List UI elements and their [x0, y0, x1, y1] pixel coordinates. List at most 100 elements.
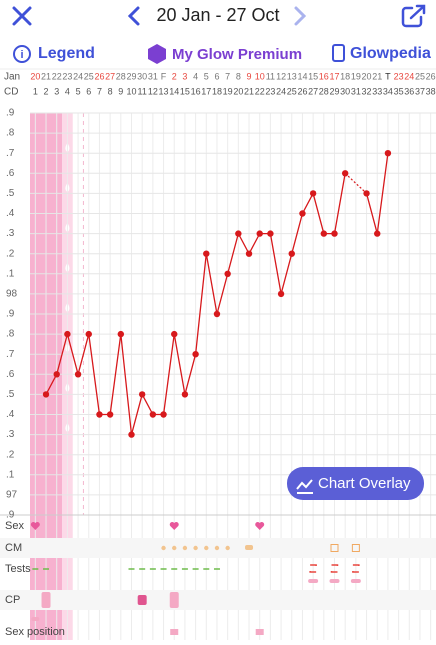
cycle-day-label: 7: [97, 86, 102, 96]
cm-icon: [225, 545, 230, 551]
cycle-day-label: 1: [33, 86, 38, 96]
temperature-point: [64, 330, 71, 338]
cp-icon: [137, 595, 147, 605]
y-tick-label: .3: [6, 228, 15, 239]
y-tick-label: .6: [6, 168, 15, 179]
date-label: 17: [329, 71, 339, 81]
row-label: Sex position: [5, 626, 65, 638]
temperature-point: [320, 230, 328, 237]
cycle-day-label: 15: [180, 86, 190, 96]
share-icon[interactable]: [401, 4, 426, 28]
temperature-point: [256, 230, 263, 237]
svg-text:i: i: [20, 49, 23, 61]
temperature-point: [181, 391, 189, 398]
test-icon: [330, 564, 339, 573]
cycle-day-label: 29: [329, 86, 339, 96]
cycle-day-label: 38: [426, 86, 436, 96]
cm-icon: [161, 545, 166, 551]
date-label: 3: [182, 71, 187, 81]
y-tick-label: 97: [6, 490, 18, 501]
glowpedia-button[interactable]: Glowpedia: [332, 44, 431, 62]
date-label: 20: [30, 71, 40, 81]
temperature-point: [374, 230, 381, 237]
legend-button[interactable]: i Legend: [13, 45, 95, 63]
temperature-point: [288, 250, 295, 257]
cycle-day-label: 17: [201, 86, 211, 96]
y-tick-label: .8: [6, 329, 15, 340]
cp-icon: [41, 592, 51, 608]
cycle-day-label: 11: [138, 86, 147, 96]
date-label: 25: [84, 71, 94, 81]
temperature-point: [85, 330, 92, 338]
date-label: 11: [266, 71, 275, 81]
y-tick-label: .2: [6, 248, 15, 259]
cycle-day-label: 28: [319, 86, 329, 96]
temperature-point: [384, 150, 392, 157]
cycle-day-label: 21: [244, 86, 254, 96]
temperature-point: [224, 270, 231, 277]
position-icon: [255, 629, 264, 635]
prev-arrow[interactable]: [127, 6, 140, 26]
date-label: 28: [116, 71, 126, 81]
date-label: 21: [41, 71, 51, 81]
y-tick-label: .4: [6, 409, 15, 420]
date-label: 27: [105, 71, 115, 81]
temperature-point: [245, 250, 253, 257]
legend-label: Legend: [38, 45, 95, 62]
y-tick-label: .5: [6, 188, 15, 199]
row-band: [0, 590, 436, 610]
test-strip: [350, 579, 361, 583]
temperature-point: [203, 250, 210, 257]
position-icon: [170, 629, 179, 635]
temperature-point: [341, 170, 349, 177]
cycle-day-label: 35: [394, 86, 404, 96]
date-label: 30: [137, 71, 147, 81]
temperature-point: [128, 431, 135, 438]
y-tick-label: .9: [6, 108, 15, 119]
date-label: 25: [415, 71, 425, 81]
glowpedia-label: Glowpedia: [350, 45, 431, 62]
chart-overlay-label: Chart Overlay: [318, 475, 411, 492]
cycle-day-label: 19: [223, 86, 233, 96]
cycle-day-label: 6: [86, 86, 91, 96]
cycle-day-label: 4: [65, 86, 70, 96]
heart-icon: [255, 522, 265, 530]
temperature-point: [192, 351, 199, 358]
y-tick-label: .3: [6, 429, 15, 440]
row-label: CP: [5, 594, 20, 606]
date-label: 23: [62, 71, 72, 81]
date-label: 21: [372, 71, 382, 81]
date-label: 31: [148, 71, 158, 81]
cycle-day-label: 16: [191, 86, 201, 96]
date-range: 20 Jan - 27 Oct: [156, 5, 279, 25]
y-tick-label: .5: [6, 389, 15, 400]
date-label: 15: [308, 71, 318, 81]
date-label: 19: [351, 71, 361, 81]
heart-icon: [30, 521, 40, 530]
test-icon: [352, 564, 360, 573]
cm-icon: [330, 544, 339, 552]
cycle-day-label: 27: [308, 86, 318, 96]
temperature-point: [106, 411, 114, 418]
temperature-point: [299, 210, 306, 217]
y-tick-label: .1: [6, 268, 15, 279]
cycle-day-label: 3: [54, 86, 59, 96]
premium-button[interactable]: My Glow Premium: [148, 44, 302, 64]
cycle-day-label: 32: [362, 86, 372, 96]
chart-overlay-button[interactable]: Chart Overlay: [287, 467, 424, 500]
date-label: 4: [193, 71, 198, 81]
cm-icon: [351, 544, 360, 552]
date-label: 26: [426, 71, 436, 81]
y-tick-label: .9: [6, 309, 15, 320]
date-label: 2: [172, 71, 177, 81]
cycle-day-label: 18: [212, 86, 222, 96]
symptom-rows: Sex CM Tests CP Sex position: [0, 520, 436, 638]
date-label: 9: [247, 71, 252, 81]
y-tick-label: .7: [6, 349, 15, 360]
close-icon[interactable]: [12, 6, 32, 26]
y-tick-label: .1: [6, 469, 15, 480]
date-label: T: [385, 71, 391, 81]
cycle-day-label: 23: [265, 86, 275, 96]
next-arrow[interactable]: [294, 6, 307, 26]
